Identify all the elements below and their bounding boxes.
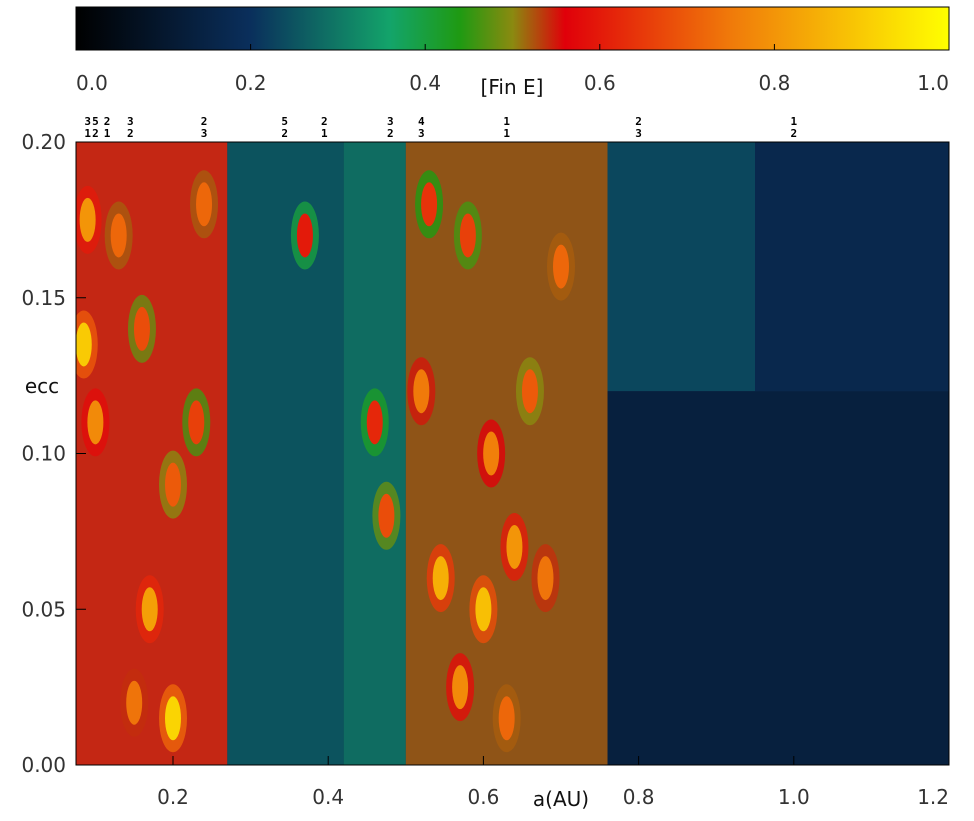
heatmap-regions bbox=[76, 142, 949, 765]
heatmap-hotspot bbox=[537, 556, 554, 601]
heatmap-hotspot bbox=[452, 665, 469, 710]
resonance-numerator: 5 bbox=[92, 115, 99, 128]
y-tick-label: 0.10 bbox=[21, 442, 66, 466]
y-tick-label: 0.00 bbox=[21, 753, 66, 777]
heatmap-hotspot bbox=[141, 587, 158, 632]
heatmap-hotspot bbox=[413, 369, 430, 414]
resonance-numerator: 1 bbox=[790, 115, 797, 128]
resonance-denominator: 1 bbox=[321, 127, 328, 140]
heatmap-region bbox=[607, 391, 949, 765]
resonance-numerator: 2 bbox=[201, 115, 208, 128]
resonance-denominator: 2 bbox=[92, 127, 99, 140]
heatmap-hotspot bbox=[165, 462, 181, 507]
resonance-denominator: 3 bbox=[418, 127, 425, 140]
colorbar: 0.0 0.2 0.4 0.6 0.8 1.0 [Fin E] bbox=[75, 6, 950, 99]
resonance-numerator: 3 bbox=[84, 115, 91, 128]
heatmap-hotspot bbox=[87, 400, 104, 445]
resonance-numerator: 5 bbox=[281, 115, 288, 128]
x-tick-label: 0.8 bbox=[623, 785, 655, 809]
y-axis-title: ecc bbox=[25, 374, 59, 398]
heatmap-hotspot bbox=[196, 182, 213, 227]
colorbar-tick-label: 1.0 bbox=[917, 71, 949, 95]
heatmap-hotspot bbox=[506, 524, 523, 569]
heatmap-hotspot bbox=[459, 213, 476, 258]
y-axis: 0.00 0.05 0.10 0.15 0.20 bbox=[21, 130, 86, 777]
x-axis-title: a(AU) bbox=[533, 787, 589, 811]
resonance-denominator: 3 bbox=[635, 127, 642, 140]
heatmap-region bbox=[76, 142, 228, 765]
heatmap-hotspot bbox=[366, 400, 383, 445]
heatmap-hotspot bbox=[76, 322, 92, 367]
heatmap-hotspot bbox=[126, 680, 143, 725]
resonance-numerator: 2 bbox=[104, 115, 111, 128]
heatmap-hotspot bbox=[432, 556, 449, 601]
heatmap-hotspot bbox=[498, 696, 515, 741]
resonance-numerator: 1 bbox=[503, 115, 510, 128]
resonance-denominator: 2 bbox=[387, 127, 394, 140]
colorbar-gradient bbox=[75, 6, 950, 51]
colorbar-tick-label: 0.4 bbox=[409, 71, 441, 95]
y-tick-label: 0.15 bbox=[21, 286, 66, 310]
heatmap-hotspot bbox=[165, 696, 181, 741]
resonance-denominator: 2 bbox=[790, 127, 797, 140]
heatmap-hotspot bbox=[553, 244, 569, 289]
heatmap-hotspot bbox=[188, 400, 205, 445]
heatmap-hotspot bbox=[296, 213, 313, 258]
x-tick-label: 1.0 bbox=[778, 785, 810, 809]
heatmap-hotspots bbox=[76, 170, 575, 753]
resonance-denominator: 3 bbox=[201, 127, 208, 140]
heatmap-hotspot bbox=[483, 431, 500, 476]
resonance-denominator: 1 bbox=[84, 127, 91, 140]
heatmap-hotspot bbox=[79, 197, 96, 242]
resonance-numerator: 3 bbox=[127, 115, 134, 128]
heatmap-region bbox=[607, 142, 755, 392]
resonance-numerator: 4 bbox=[418, 115, 425, 128]
heatmap-hotspot bbox=[421, 182, 438, 227]
heatmap-hotspot bbox=[378, 493, 395, 538]
y-tick-label: 0.20 bbox=[21, 130, 66, 154]
resonance-denominator: 2 bbox=[281, 127, 288, 140]
plot-area bbox=[76, 142, 949, 765]
colorbar-label: [Fin E] bbox=[481, 75, 544, 99]
colorbar-tick-label: 0.8 bbox=[758, 71, 790, 95]
heatmap-hotspot bbox=[110, 213, 127, 258]
heatmap-hotspot bbox=[521, 369, 538, 414]
y-tick-label: 0.05 bbox=[21, 597, 66, 621]
colorbar-tick-label: 0.2 bbox=[235, 71, 267, 95]
colorbar-tick-label: 0.6 bbox=[584, 71, 616, 95]
heatmap-hotspot bbox=[475, 587, 492, 632]
x-axis: 0.2 0.4 0.6 0.8 1.0 1.2 bbox=[157, 756, 950, 809]
x-tick-label: 1.2 bbox=[917, 785, 949, 809]
resonance-denominator: 1 bbox=[503, 127, 510, 140]
resonance-numerator: 2 bbox=[321, 115, 328, 128]
heatmap-region bbox=[755, 142, 949, 392]
resonance-numerator: 2 bbox=[635, 115, 642, 128]
x-tick-label: 0.6 bbox=[467, 785, 499, 809]
resonance-denominator: 1 bbox=[104, 127, 111, 140]
heatmap-region bbox=[227, 142, 344, 765]
colorbar-ticks: 0.0 0.2 0.4 0.6 0.8 1.0 bbox=[75, 44, 950, 95]
heatmap-region bbox=[405, 142, 608, 765]
colorbar-tick-label: 0.0 bbox=[76, 71, 108, 95]
resonance-denominator: 2 bbox=[127, 127, 134, 140]
heatmap-hotspot bbox=[133, 306, 150, 351]
resonance-numerator: 3 bbox=[387, 115, 394, 128]
x-tick-label: 0.4 bbox=[312, 785, 344, 809]
x-tick-label: 0.2 bbox=[157, 785, 189, 809]
